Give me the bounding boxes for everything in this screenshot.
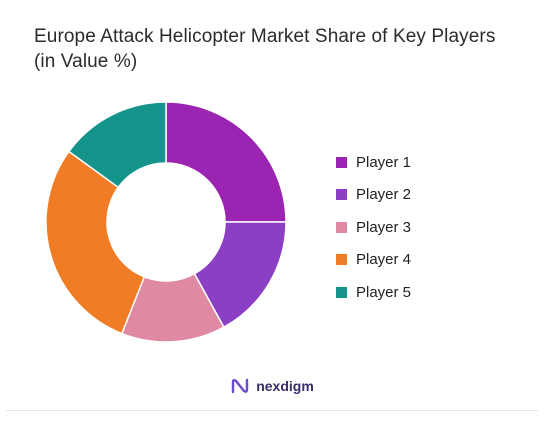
- legend-item-player-2: Player 2: [336, 179, 411, 212]
- legend-swatch: [336, 286, 347, 298]
- legend-swatch: [336, 254, 347, 266]
- legend-label: Player 1: [356, 153, 412, 171]
- donut-slice-4: [45, 150, 146, 335]
- legend-item-player-1: Player 1: [336, 146, 411, 179]
- legend-label: Player 3: [356, 218, 412, 236]
- legend-item-player-4: Player 4: [336, 244, 411, 277]
- donut-slice-1: [165, 101, 287, 223]
- legend-label: Player 5: [356, 283, 412, 301]
- chart-title: Europe Attack Helicopter Market Share of…: [34, 26, 496, 72]
- legend-item-player-5: Player 5: [336, 276, 411, 309]
- legend: Player 1 Player 2 Player 3 Player 4 Play…: [336, 146, 411, 309]
- divider: [6, 410, 538, 411]
- brand-footer: nexdigm: [0, 376, 544, 396]
- legend-swatch: [336, 156, 347, 168]
- legend-label: Player 2: [356, 186, 412, 204]
- legend-label: Player 4: [356, 251, 412, 269]
- nexdigm-logo-icon: [232, 378, 249, 394]
- legend-swatch: [336, 221, 347, 233]
- donut-slice-5: [67, 101, 167, 189]
- legend-swatch: [336, 189, 347, 201]
- donut-slice-2: [193, 221, 287, 329]
- brand-name: nexdigm: [256, 378, 314, 394]
- legend-item-player-3: Player 3: [336, 211, 411, 244]
